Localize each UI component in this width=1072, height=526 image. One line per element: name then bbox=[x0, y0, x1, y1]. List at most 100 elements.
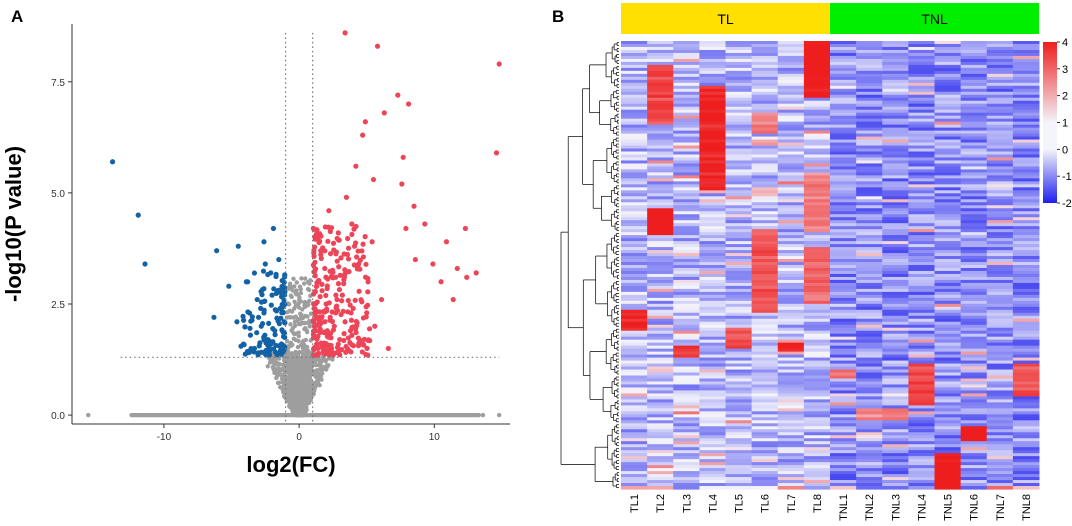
heatmap-cell bbox=[751, 282, 779, 287]
volcano-ns-point bbox=[306, 321, 312, 326]
heatmap-cell bbox=[725, 79, 753, 84]
heatmap-cell bbox=[725, 73, 753, 78]
heatmap-cell bbox=[856, 124, 883, 129]
heatmap-cell bbox=[882, 303, 909, 308]
heatmap-cell bbox=[856, 483, 883, 487]
heatmap-cell bbox=[934, 315, 962, 320]
heatmap-cell bbox=[621, 276, 648, 281]
volcano-point bbox=[354, 320, 360, 326]
heatmap-cell bbox=[647, 211, 674, 215]
heatmap-cell bbox=[830, 88, 857, 93]
heatmap-cell bbox=[934, 270, 962, 275]
heatmap-cell bbox=[751, 154, 779, 159]
heatmap-cell bbox=[621, 220, 648, 224]
heatmap-cell bbox=[803, 270, 831, 275]
heatmap-cell bbox=[621, 82, 648, 87]
heatmap-cell bbox=[882, 232, 909, 236]
heatmap-cell bbox=[621, 175, 648, 179]
heatmap-cell bbox=[1012, 447, 1040, 451]
heatmap-cell bbox=[673, 318, 700, 323]
heatmap-cell bbox=[647, 43, 674, 48]
heatmap-cell bbox=[986, 345, 1014, 350]
heatmap-cell bbox=[830, 315, 857, 320]
heatmap-cell bbox=[699, 474, 726, 478]
heatmap-cell bbox=[1012, 145, 1040, 150]
volcano-point bbox=[312, 273, 318, 279]
heatmap-cell bbox=[960, 241, 988, 245]
heatmap-cell bbox=[856, 435, 883, 439]
heatmap-cell bbox=[725, 97, 753, 102]
volcano-point bbox=[331, 247, 337, 253]
volcano-point bbox=[282, 334, 288, 341]
heatmap-cell bbox=[621, 103, 648, 108]
heatmap-cell bbox=[830, 181, 857, 185]
volcano-point bbox=[268, 302, 274, 308]
heatmap-cell bbox=[908, 121, 935, 126]
heatmap-cell bbox=[934, 381, 962, 386]
volcano-ns-point bbox=[268, 358, 273, 363]
heatmap-cell bbox=[830, 408, 857, 412]
heatmap-cell bbox=[934, 196, 962, 200]
volcano-point bbox=[312, 234, 318, 240]
heatmap-cell bbox=[725, 351, 753, 356]
heatmap-cell bbox=[699, 154, 726, 159]
volcano-point bbox=[378, 296, 385, 303]
heatmap-cell bbox=[934, 378, 962, 383]
heatmap-cell bbox=[777, 459, 805, 463]
heatmap-cell bbox=[777, 285, 805, 290]
volcano-point bbox=[357, 257, 363, 263]
heatmap-cell bbox=[960, 456, 988, 460]
volcano-ns-point bbox=[288, 322, 293, 327]
heatmap-cell bbox=[751, 46, 779, 51]
heatmap-cell bbox=[803, 486, 831, 490]
heatmap-cell bbox=[777, 306, 805, 311]
volcano-point bbox=[353, 223, 359, 230]
heatmap-cell bbox=[725, 67, 753, 72]
heatmap-cell bbox=[725, 85, 753, 90]
heatmap-cell bbox=[856, 94, 883, 99]
heatmap-cell bbox=[960, 399, 988, 403]
heatmap-cell bbox=[699, 226, 726, 230]
heatmap-cell bbox=[934, 121, 962, 126]
heatmap-cell bbox=[830, 76, 857, 81]
heatmap-cell bbox=[960, 318, 988, 323]
volcano-ns-point bbox=[319, 377, 324, 382]
heatmap-cell bbox=[908, 423, 935, 427]
heatmap-cell bbox=[908, 447, 935, 451]
heatmap-cell bbox=[777, 202, 805, 206]
heatmap-cell bbox=[882, 94, 909, 99]
heatmap-cell bbox=[647, 235, 674, 239]
volcano-ns-point bbox=[296, 317, 301, 322]
heatmap-cell bbox=[673, 46, 700, 51]
heatmap-cell bbox=[777, 262, 805, 266]
volcano-ns-point bbox=[302, 326, 307, 332]
heatmap-cell bbox=[856, 285, 883, 290]
volcano-point bbox=[438, 279, 444, 285]
heatmap-cell bbox=[647, 273, 674, 278]
heatmap-cell bbox=[830, 429, 857, 433]
heatmap-cell bbox=[908, 43, 935, 48]
heatmap-cell bbox=[673, 435, 700, 439]
heatmap-cell bbox=[908, 381, 935, 386]
heatmap-cell bbox=[908, 115, 935, 120]
volcano-point bbox=[372, 323, 378, 329]
heatmap-cell bbox=[934, 441, 962, 445]
heatmap-cell bbox=[647, 184, 674, 188]
heatmap-cell bbox=[803, 291, 831, 296]
heatmap-cell bbox=[908, 477, 935, 481]
volcano-point bbox=[251, 270, 258, 276]
heatmap-cell bbox=[882, 486, 909, 490]
heatmap-cell bbox=[647, 202, 674, 206]
heatmap-cell bbox=[830, 339, 857, 344]
heatmap-cell bbox=[777, 124, 805, 129]
heatmap-cell bbox=[751, 208, 779, 212]
heatmap-cell bbox=[673, 456, 700, 460]
volcano-ns-point bbox=[305, 314, 310, 319]
heatmap-cell bbox=[725, 288, 753, 293]
heatmap-cell bbox=[621, 118, 648, 123]
heatmap-cell bbox=[882, 462, 909, 466]
heatmap-cell bbox=[647, 342, 674, 347]
heatmap-cell bbox=[934, 232, 962, 236]
heatmap-cell bbox=[751, 273, 779, 278]
heatmap-cell bbox=[856, 402, 883, 406]
